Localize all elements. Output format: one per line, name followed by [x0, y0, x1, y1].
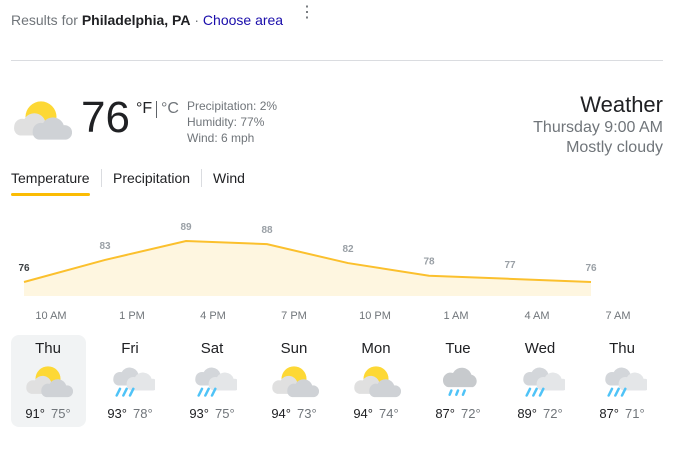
unit-sep [156, 101, 157, 118]
tab[interactable]: Wind [213, 170, 245, 186]
time-label: 10 PM [359, 310, 391, 322]
day-name[interactable]: Tue [445, 340, 470, 357]
day-icon [354, 366, 401, 398]
day-low: 75° [51, 406, 71, 421]
details: Precipitation: 2% Humidity: 77% Wind: 6 … [187, 98, 277, 146]
tab-sep [201, 169, 202, 187]
day-name[interactable]: Sat [201, 340, 224, 357]
day-name[interactable]: Wed [525, 340, 556, 357]
day-high: 93° [189, 406, 209, 421]
day-low: 72° [461, 406, 481, 421]
day-icon [604, 366, 647, 397]
temp-label: 78 [423, 257, 435, 268]
separator: · [194, 12, 200, 28]
day-high: 94° [271, 406, 291, 421]
summary-title: Weather [580, 92, 663, 117]
wind: Wind: 6 mph [187, 131, 255, 145]
temp-label: 82 [342, 244, 354, 255]
day-low: 74° [379, 406, 399, 421]
time-label: 10 AM [35, 310, 66, 322]
day-low: 75° [215, 406, 235, 421]
summary-time: Thursday 9:00 AM [533, 119, 663, 136]
day-name[interactable]: Fri [121, 340, 139, 357]
prefix: Results for [11, 12, 78, 28]
humidity: Humidity: 77% [187, 115, 265, 129]
temp-label: 89 [180, 222, 192, 233]
time-label: 4 PM [200, 310, 226, 322]
temp-label: 76 [585, 263, 597, 274]
precipitation: Precipitation: 2% [187, 99, 278, 113]
day-high: 91° [25, 406, 45, 421]
day-high: 94° [353, 406, 373, 421]
time-label: 1 PM [119, 310, 145, 322]
temp-label: 76 [18, 263, 30, 274]
current-temp: 76 [81, 93, 130, 142]
day-name[interactable]: Mon [361, 340, 390, 357]
time-label: 7 AM [605, 310, 630, 322]
current-icon [14, 101, 72, 140]
temp-line [23, 239, 592, 283]
temp-area [24, 241, 591, 296]
time-label: 1 AM [443, 310, 468, 322]
day-high: 87° [599, 406, 619, 421]
day-high: 87° [435, 406, 455, 421]
unit-f[interactable]: °F [136, 100, 153, 117]
day-icon [194, 366, 237, 397]
day-high: 89° [517, 406, 537, 421]
choose-area[interactable]: Choose area [202, 12, 284, 28]
unit-c[interactable]: °C [161, 100, 179, 117]
day-icon [26, 366, 73, 398]
tab[interactable]: Temperature [11, 170, 90, 186]
day-icon [272, 366, 319, 398]
tab-indicator [11, 193, 90, 196]
temp-label: 77 [504, 260, 516, 271]
day-icon [112, 366, 155, 397]
tab[interactable]: Precipitation [113, 170, 190, 186]
temp-label: 83 [99, 241, 111, 252]
temp-label: 88 [261, 225, 273, 236]
time-label: 7 PM [281, 310, 307, 322]
time-label: 4 AM [524, 310, 549, 322]
day-icon [522, 366, 565, 397]
header: Results for Philadelphia, PA · Choose ar… [11, 12, 283, 28]
day-low: 71° [625, 406, 645, 421]
day-high: 93° [107, 406, 127, 421]
divider [11, 60, 663, 61]
day-name[interactable]: Sun [281, 340, 308, 357]
day-low: 73° [297, 406, 317, 421]
day-name[interactable]: Thu [35, 340, 61, 357]
day-low: 72° [543, 406, 563, 421]
day-name[interactable]: Thu [609, 340, 635, 357]
location: Philadelphia, PA [81, 12, 191, 28]
day-icon [441, 366, 478, 396]
tab-sep [101, 169, 102, 187]
day-low: 78° [133, 406, 153, 421]
summary: Weather Thursday 9:00 AM Mostly cloudy [533, 92, 663, 158]
summary-condition: Mostly cloudy [566, 139, 663, 156]
